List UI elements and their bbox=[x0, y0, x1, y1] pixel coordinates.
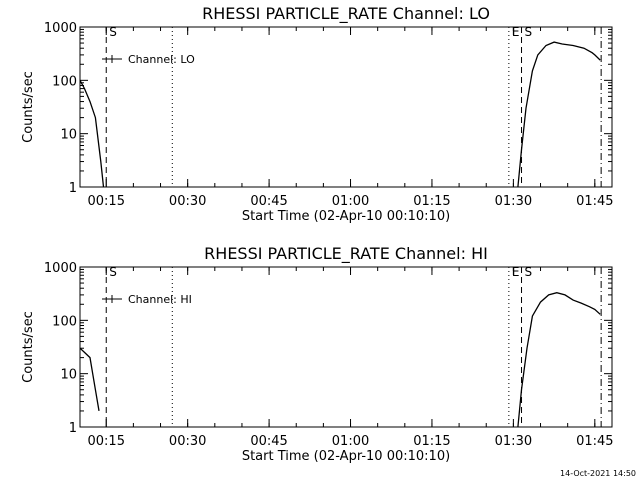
event-marker-label: S bbox=[109, 25, 117, 39]
plot-frame bbox=[79, 266, 613, 428]
y-tick-label: 100 bbox=[52, 74, 77, 89]
x-tick-label: 00:45 bbox=[250, 194, 287, 209]
x-tick-label: 00:15 bbox=[88, 194, 125, 209]
chart-title: RHESSI PARTICLE_RATE Channel: LO bbox=[202, 4, 490, 24]
x-tick-label: 01:00 bbox=[332, 194, 369, 209]
chart-panel-lo: RHESSI PARTICLE_RATE Channel: LO 00:15 00:… bbox=[21, 4, 614, 224]
event-marker-label: E bbox=[512, 25, 520, 39]
x-axis-label: Start Time (02-Apr-10 00:10:10) bbox=[242, 209, 450, 224]
y-tick-label: 1000 bbox=[44, 261, 77, 276]
x-tick-label: 01:30 bbox=[495, 434, 532, 449]
y-tick-label: 10 bbox=[60, 128, 77, 143]
y-axis-label: Counts/sec bbox=[21, 311, 36, 383]
series-line bbox=[79, 347, 100, 412]
chart-title: RHESSI PARTICLE_RATE Channel: HI bbox=[204, 244, 488, 264]
x-tick-label: 01:45 bbox=[576, 194, 613, 209]
y-tick-label: 1 bbox=[69, 421, 77, 436]
y-tick-label: 100 bbox=[52, 314, 77, 329]
series-line bbox=[79, 79, 105, 188]
event-marker-label: S bbox=[525, 265, 533, 279]
x-tick-label: 00:15 bbox=[88, 434, 125, 449]
y-axis-label: Counts/sec bbox=[21, 71, 36, 143]
x-tick-label: 00:45 bbox=[250, 434, 287, 449]
event-marker-label: S bbox=[525, 25, 533, 39]
x-tick-label: 01:15 bbox=[413, 434, 450, 449]
event-marker-label: E bbox=[512, 265, 520, 279]
plot-frame bbox=[79, 26, 613, 188]
legend-label: Channel: HI bbox=[128, 293, 192, 306]
x-tick-label: 01:30 bbox=[495, 194, 532, 209]
chart-panel-hi: RHESSI PARTICLE_RATE Channel: HI 00:15 00:… bbox=[21, 244, 614, 464]
series-line bbox=[517, 41, 601, 188]
series-line bbox=[517, 292, 601, 428]
legend-label: Channel: LO bbox=[128, 53, 195, 66]
x-tick-label: 01:45 bbox=[576, 434, 613, 449]
y-tick-label: 10 bbox=[60, 368, 77, 383]
x-tick-label: 01:00 bbox=[332, 434, 369, 449]
event-marker-label: S bbox=[109, 265, 117, 279]
x-tick-label: 00:30 bbox=[169, 434, 206, 449]
y-tick-label: 1000 bbox=[44, 21, 77, 36]
x-tick-label: 00:30 bbox=[169, 194, 206, 209]
timestamp: 14-Oct-2021 14:50 bbox=[560, 469, 636, 478]
y-tick-label: 1 bbox=[69, 181, 77, 196]
x-axis-label: Start Time (02-Apr-10 00:10:10) bbox=[242, 449, 450, 464]
x-tick-label: 01:15 bbox=[413, 194, 450, 209]
